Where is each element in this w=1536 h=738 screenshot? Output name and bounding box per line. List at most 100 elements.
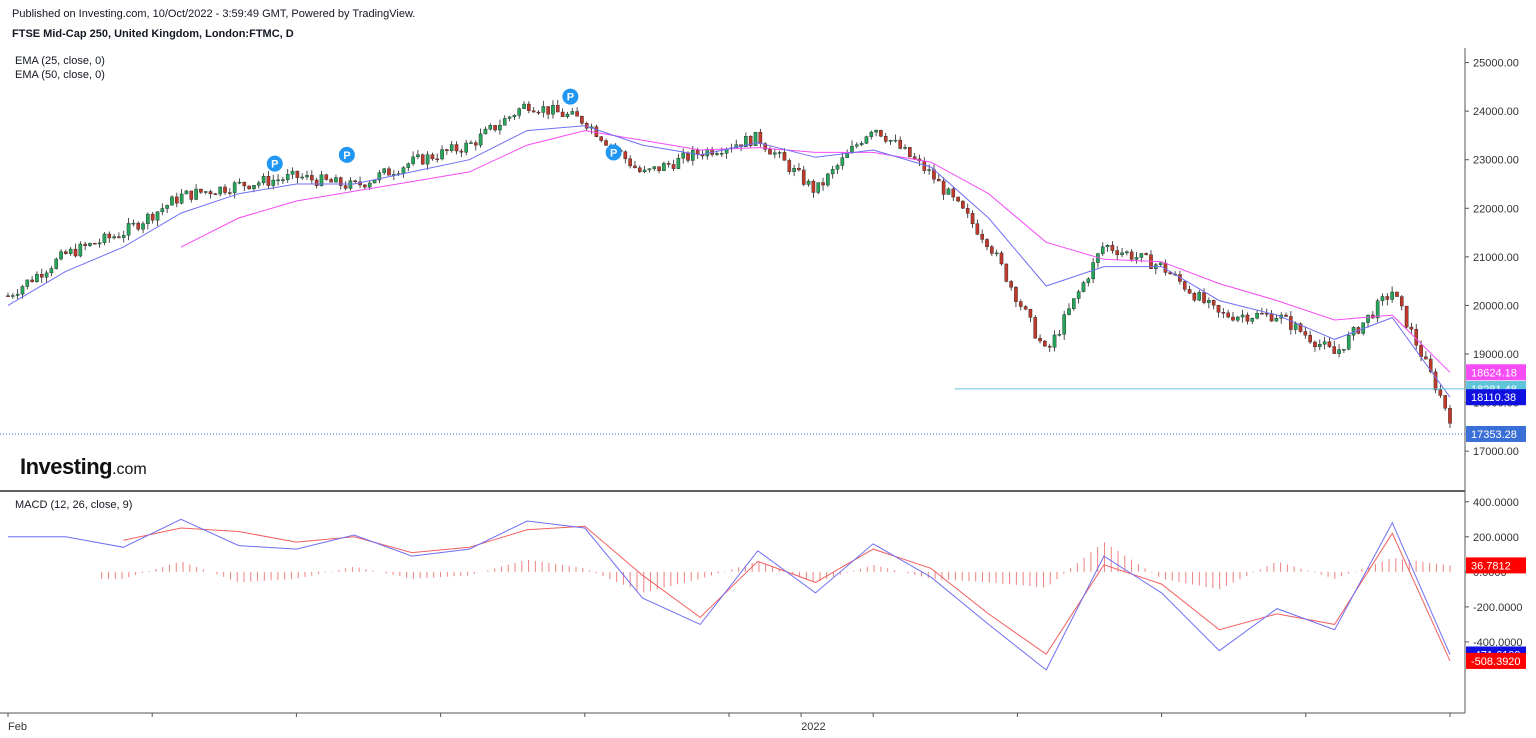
down-candle [1443,395,1447,409]
up-candle [1250,318,1255,322]
down-candle [493,125,497,131]
investing-logo: Investing.com [20,454,147,480]
up-candle [261,176,266,184]
up-candle [840,157,845,166]
down-candle [1211,300,1216,306]
up-candle [464,142,468,153]
up-candle [777,152,782,154]
down-candle [1404,305,1409,328]
down-candle [961,200,965,209]
up-candle [946,188,951,195]
up-candle [806,180,811,185]
down-candle [1327,341,1332,347]
up-candle [126,223,131,236]
down-candle [912,156,917,160]
up-candle [1322,341,1327,345]
down-candle [338,177,343,186]
down-candle [30,279,34,282]
up-candle [1240,314,1245,318]
down-candle [64,251,68,254]
down-candle [136,222,141,230]
price-tick-label: 17000.00 [1473,446,1519,458]
down-candle [117,236,121,238]
macd-tag-label: -508.3920 [1471,656,1521,668]
logo-main: Investing [20,454,113,479]
up-candle [1105,245,1110,248]
up-candle [551,105,555,115]
up-candle [1197,292,1202,301]
down-candle [1043,340,1047,347]
down-candle [560,111,565,117]
up-candle [681,152,685,159]
up-candle [102,233,107,243]
up-candle [1380,296,1385,302]
macd-line [8,518,1451,671]
down-candle [208,191,213,195]
down-candle [363,184,367,188]
up-candle [502,118,507,126]
down-candle [908,147,912,157]
pivot-marker[interactable] [266,155,283,172]
time-tick-label: 2022 [801,721,825,733]
down-candle [445,149,449,151]
up-candle [888,140,893,142]
up-candle [478,133,483,146]
up-candle [319,174,324,186]
down-candle [787,160,792,172]
ema25-legend: EMA (25, close, 0) [15,55,105,67]
up-candle [1317,344,1322,348]
down-candle [387,168,391,176]
pivot-marker-label: P [271,159,278,171]
up-candle [1086,278,1091,283]
down-candle [430,154,435,160]
up-candle [203,191,208,193]
up-candle [864,136,869,144]
down-candle [763,143,767,150]
down-candle [1047,345,1052,348]
price-tick-label: 22000.00 [1473,203,1519,215]
down-candle [768,149,772,155]
down-candle [83,243,87,246]
down-candle [150,213,155,221]
down-candle [1332,346,1337,354]
up-candle [483,128,488,135]
up-candle [179,193,184,204]
down-candle [883,136,888,142]
up-candle [1057,334,1062,336]
down-candle [1221,312,1226,314]
down-candle [266,176,271,186]
up-candle [869,131,874,137]
up-candle [54,258,59,269]
up-candle [121,235,126,238]
up-candle [642,169,647,173]
down-candle [1409,326,1414,330]
down-candle [1303,331,1308,336]
down-candle [1009,281,1013,288]
down-candle [965,208,970,214]
down-candle [546,106,550,115]
up-candle [1072,298,1076,309]
pivot-marker[interactable] [605,144,622,161]
down-candle [985,239,989,247]
down-candle [1264,313,1269,315]
up-candle [744,136,748,147]
up-candle [859,143,864,145]
up-candle [218,186,223,195]
up-candle [512,115,517,118]
pivot-marker[interactable] [338,146,355,163]
down-candle [1428,358,1433,373]
up-candle [20,286,25,295]
down-candle [1187,289,1192,294]
down-candle [474,142,478,146]
price-tick-label: 19000.00 [1473,349,1519,361]
up-candle [348,180,353,189]
up-candle [691,149,695,161]
up-candle [184,190,189,195]
down-candle [1033,317,1038,339]
down-candle [1018,301,1023,307]
price-tag-label: 17353.28 [1471,429,1517,441]
up-candle [160,208,165,212]
up-candle [1125,251,1129,254]
pivot-marker[interactable] [562,88,579,105]
